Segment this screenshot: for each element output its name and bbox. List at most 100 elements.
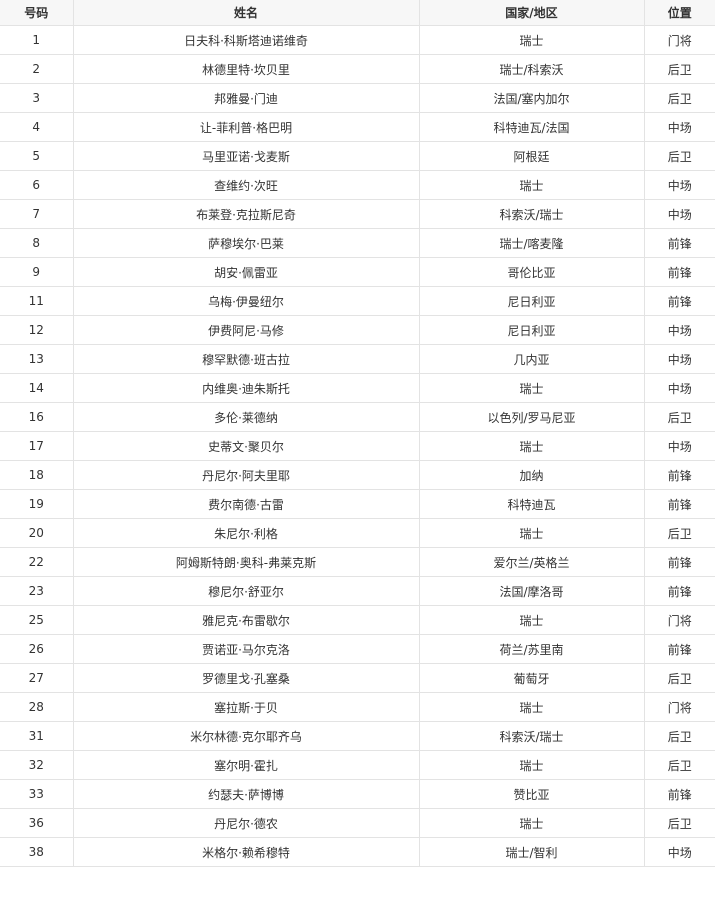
cell-position: 门将 [644,25,715,55]
table-row: 38 米格尔·赖希穆特 瑞士/智利 中场 [0,837,715,867]
cell-country: 瑞士/科索沃 [419,54,645,84]
cell-position: 中场 [644,373,715,403]
cell-position: 后卫 [644,83,715,113]
cell-name: 塞尔明·霍扎 [73,750,420,780]
cell-number: 3 [0,83,74,113]
cell-position: 前锋 [644,489,715,519]
cell-country: 科特迪瓦/法国 [419,112,645,142]
cell-name: 查维约·次旺 [73,170,420,200]
cell-name: 马里亚诺·戈麦斯 [73,141,420,171]
cell-country: 瑞士 [419,692,645,722]
cell-position: 中场 [644,837,715,867]
cell-number: 5 [0,141,74,171]
table-row: 16 多伦·莱德纳 以色列/罗马尼亚 后卫 [0,402,715,432]
cell-number: 13 [0,344,74,374]
cell-country: 爱尔兰/英格兰 [419,547,645,577]
cell-country: 瑞士/喀麦隆 [419,228,645,258]
cell-country: 阿根廷 [419,141,645,171]
cell-country: 瑞士 [419,808,645,838]
cell-name: 布莱登·克拉斯尼奇 [73,199,420,229]
cell-country: 荷兰/苏里南 [419,634,645,664]
table-row: 11 乌梅·伊曼纽尔 尼日利亚 前锋 [0,286,715,316]
cell-number: 25 [0,605,74,635]
cell-position: 前锋 [644,460,715,490]
table-row: 6 查维约·次旺 瑞士 中场 [0,170,715,200]
table-row: 13 穆罕默德·班古拉 几内亚 中场 [0,344,715,374]
cell-name: 米格尔·赖希穆特 [73,837,420,867]
cell-position: 后卫 [644,141,715,171]
cell-name: 丹尼尔·德农 [73,808,420,838]
table-row: 18 丹尼尔·阿夫里耶 加纳 前锋 [0,460,715,490]
cell-name: 乌梅·伊曼纽尔 [73,286,420,316]
table-row: 3 邦雅曼·门迪 法国/塞内加尔 后卫 [0,83,715,113]
table-row: 33 约瑟夫·萨博博 赞比亚 前锋 [0,779,715,809]
cell-position: 前锋 [644,257,715,287]
cell-country: 几内亚 [419,344,645,374]
cell-number: 6 [0,170,74,200]
cell-position: 前锋 [644,576,715,606]
cell-number: 22 [0,547,74,577]
table-row: 32 塞尔明·霍扎 瑞士 后卫 [0,750,715,780]
cell-number: 38 [0,837,74,867]
cell-number: 33 [0,779,74,809]
cell-name: 丹尼尔·阿夫里耶 [73,460,420,490]
cell-position: 中场 [644,344,715,374]
cell-position: 后卫 [644,663,715,693]
table-row: 22 阿姆斯特朗·奥科-弗莱克斯 爱尔兰/英格兰 前锋 [0,547,715,577]
cell-name: 内维奥·迪朱斯托 [73,373,420,403]
cell-number: 31 [0,721,74,751]
cell-name: 胡安·佩雷亚 [73,257,420,287]
cell-number: 14 [0,373,74,403]
table-row: 4 让-菲利普·格巴明 科特迪瓦/法国 中场 [0,112,715,142]
cell-name: 雅尼克·布雷歇尔 [73,605,420,635]
cell-country: 瑞士 [419,518,645,548]
cell-name: 贾诺亚·马尔克洛 [73,634,420,664]
cell-number: 32 [0,750,74,780]
cell-number: 19 [0,489,74,519]
cell-country: 瑞士 [419,605,645,635]
table-row: 31 米尔林德·克尔耶齐乌 科索沃/瑞士 后卫 [0,721,715,751]
cell-country: 科索沃/瑞士 [419,199,645,229]
cell-position: 中场 [644,315,715,345]
table-row: 17 史蒂文·聚贝尔 瑞士 中场 [0,431,715,461]
cell-name: 林德里特·坎贝里 [73,54,420,84]
cell-name: 费尔南德·古雷 [73,489,420,519]
table-row: 20 朱尼尔·利格 瑞士 后卫 [0,518,715,548]
cell-position: 前锋 [644,779,715,809]
cell-name: 约瑟夫·萨博博 [73,779,420,809]
cell-position: 中场 [644,431,715,461]
cell-position: 前锋 [644,228,715,258]
cell-number: 4 [0,112,74,142]
cell-position: 后卫 [644,402,715,432]
cell-position: 中场 [644,199,715,229]
cell-country: 尼日利亚 [419,286,645,316]
cell-position: 后卫 [644,518,715,548]
cell-number: 9 [0,257,74,287]
cell-country: 法国/塞内加尔 [419,83,645,113]
cell-name: 罗德里戈·孔塞桑 [73,663,420,693]
cell-name: 日夫科·科斯塔迪诺维奇 [73,25,420,55]
cell-country: 葡萄牙 [419,663,645,693]
cell-position: 中场 [644,170,715,200]
cell-position: 后卫 [644,750,715,780]
cell-number: 18 [0,460,74,490]
cell-number: 17 [0,431,74,461]
cell-name: 穆尼尔·舒亚尔 [73,576,420,606]
cell-position: 前锋 [644,634,715,664]
cell-name: 邦雅曼·门迪 [73,83,420,113]
cell-name: 米尔林德·克尔耶齐乌 [73,721,420,751]
cell-position: 后卫 [644,721,715,751]
cell-country: 赞比亚 [419,779,645,809]
cell-country: 瑞士 [419,431,645,461]
cell-position: 中场 [644,112,715,142]
table-row: 23 穆尼尔·舒亚尔 法国/摩洛哥 前锋 [0,576,715,606]
cell-position: 前锋 [644,286,715,316]
cell-name: 伊费阿尼·马修 [73,315,420,345]
table-row: 8 萨穆埃尔·巴莱 瑞士/喀麦隆 前锋 [0,228,715,258]
cell-number: 26 [0,634,74,664]
cell-number: 28 [0,692,74,722]
cell-name: 阿姆斯特朗·奥科-弗莱克斯 [73,547,420,577]
cell-position: 后卫 [644,808,715,838]
cell-country: 法国/摩洛哥 [419,576,645,606]
table-row: 19 费尔南德·古雷 科特迪瓦 前锋 [0,489,715,519]
